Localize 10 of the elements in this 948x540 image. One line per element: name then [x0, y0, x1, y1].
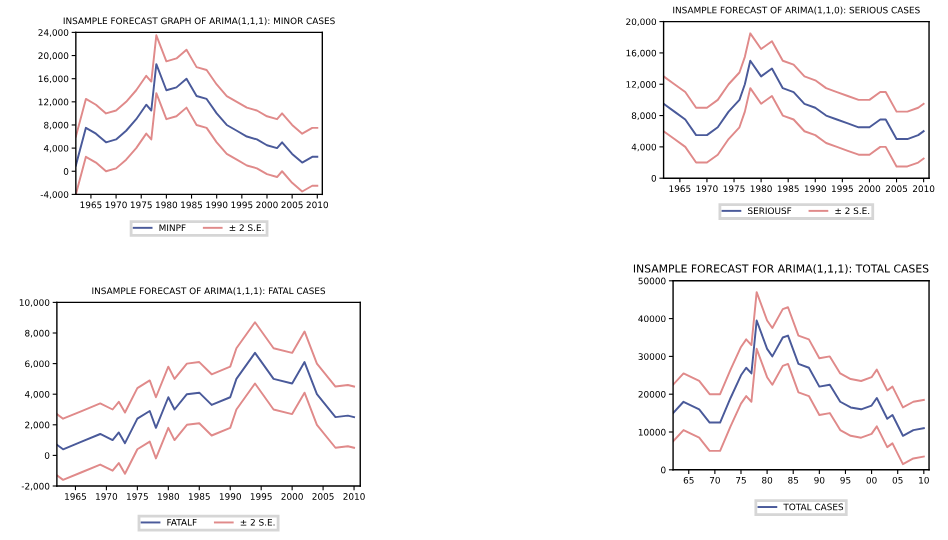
line-series [75, 63, 319, 167]
line-series [663, 32, 925, 113]
line-series [663, 87, 925, 168]
line-series [673, 347, 925, 466]
line-series [56, 321, 356, 420]
line-series [673, 291, 925, 409]
line-series [56, 382, 356, 481]
line-series [673, 319, 925, 437]
line-series [56, 351, 356, 451]
line-series [663, 59, 925, 141]
